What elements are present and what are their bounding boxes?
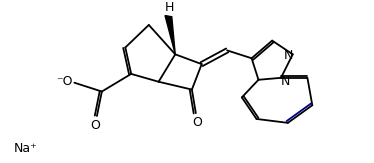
Text: O: O (90, 119, 100, 132)
Text: N: N (284, 49, 294, 62)
Polygon shape (165, 15, 175, 54)
Text: Na⁺: Na⁺ (13, 142, 37, 155)
Text: ⁻O: ⁻O (56, 75, 73, 88)
Text: N: N (281, 75, 291, 88)
Text: O: O (192, 116, 202, 129)
Text: H: H (165, 1, 174, 14)
